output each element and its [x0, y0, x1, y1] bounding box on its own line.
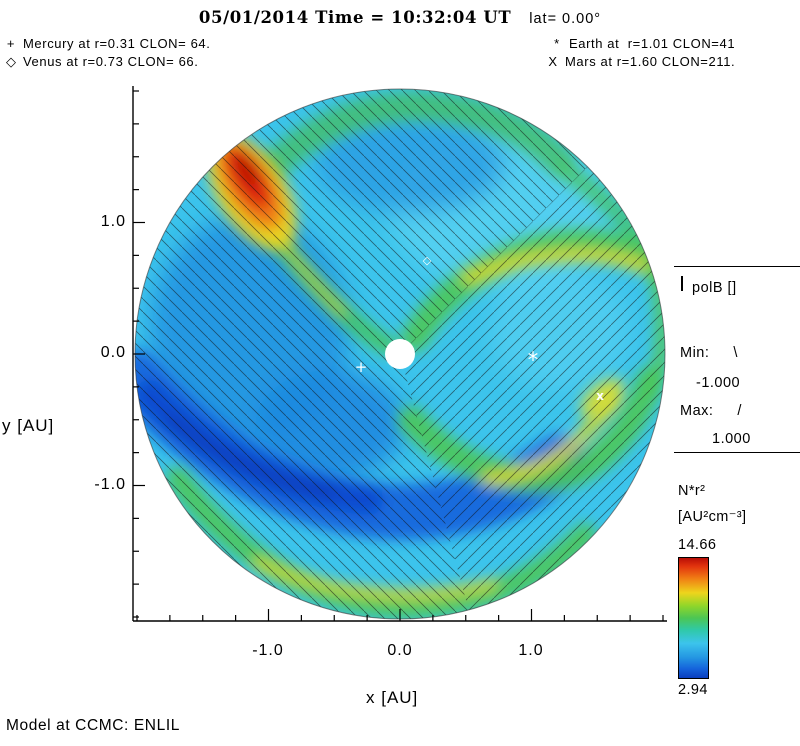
legend-max-value: 1.000: [712, 431, 751, 447]
x-tick-neg1: -1.0: [252, 642, 284, 659]
negative-polarity-hatch: [135, 89, 588, 619]
mercury-symbol: +: [6, 36, 16, 51]
plot-title-latitude: lat= 0.00°: [529, 11, 602, 27]
earth-marker: *: [527, 348, 539, 372]
legend-max-label: Max:: [680, 403, 714, 419]
positive-hatch-icon: /: [737, 403, 742, 419]
legend-min-row: Min: \: [680, 345, 738, 361]
mars-text: Mars at r=1.60 CLON=211.: [565, 54, 736, 69]
colorbar-max-value: 14.66: [678, 537, 717, 553]
y-tick-0: 0.0: [100, 344, 126, 361]
model-credit: Model at CCMC: ENLIL: [6, 717, 180, 734]
legend-title: polB []: [692, 280, 737, 296]
sun-inner-boundary: [385, 339, 415, 369]
y-tick-neg1: -1.0: [94, 476, 126, 493]
annotation-mercury: + Mercury at r=0.31 CLON= 64.: [6, 36, 210, 51]
x-tick-1: 1.0: [518, 642, 544, 659]
mars-symbol: X: [548, 54, 558, 69]
negative-hatch-icon: \: [733, 345, 738, 361]
density-field: [135, 89, 665, 619]
positive-polarity-hatch: [400, 166, 665, 610]
y-tick-1: 1.0: [100, 213, 126, 230]
plot-title: 05/01/2014 Time = 10:32:04 UT lat= 0.00°: [0, 8, 800, 27]
annotation-venus: ◇ Venus at r=0.73 CLON= 66.: [6, 54, 198, 70]
annotation-earth: * Earth at r=1.01 CLON=41: [552, 36, 735, 51]
colorbar-gradient: [678, 557, 709, 679]
x-tick-0: 0.0: [387, 642, 413, 659]
earth-symbol: *: [554, 36, 560, 51]
venus-marker: ◇: [422, 253, 432, 267]
axes: [132, 86, 667, 622]
legend-min-value: -1.000: [696, 375, 741, 391]
plot-title-datetime: 05/01/2014 Time = 10:32:04 UT: [198, 8, 512, 27]
colorbar-units: [AU²cm⁻³]: [678, 509, 747, 525]
legend-max-row: Max: /: [680, 403, 742, 419]
x-axis-ticks: [136, 609, 664, 621]
legend-rule-bottom: [674, 452, 800, 453]
colorbar-min-value: 2.94: [678, 682, 708, 698]
earth-text: Earth at r=1.01 CLON=41: [569, 36, 736, 51]
x-axis-label: x [AU]: [366, 688, 419, 707]
venus-text: Venus at r=0.73 CLON= 66.: [23, 54, 199, 69]
y-axis-label: y [AU]: [2, 416, 55, 435]
annotation-mars: X Mars at r=1.60 CLON=211.: [548, 54, 735, 69]
venus-symbol: ◇: [6, 54, 17, 69]
mercury-marker: +: [354, 358, 368, 376]
mars-marker: x: [596, 389, 604, 403]
y-axis-ticks: [133, 90, 145, 618]
legend-rule-top: [674, 266, 800, 267]
legend-min-label: Min:: [680, 345, 710, 361]
colorbar-quantity: N*r²: [678, 483, 706, 499]
legend-tick-bar: [681, 276, 683, 291]
mercury-text: Mercury at r=0.31 CLON= 64.: [23, 36, 211, 51]
